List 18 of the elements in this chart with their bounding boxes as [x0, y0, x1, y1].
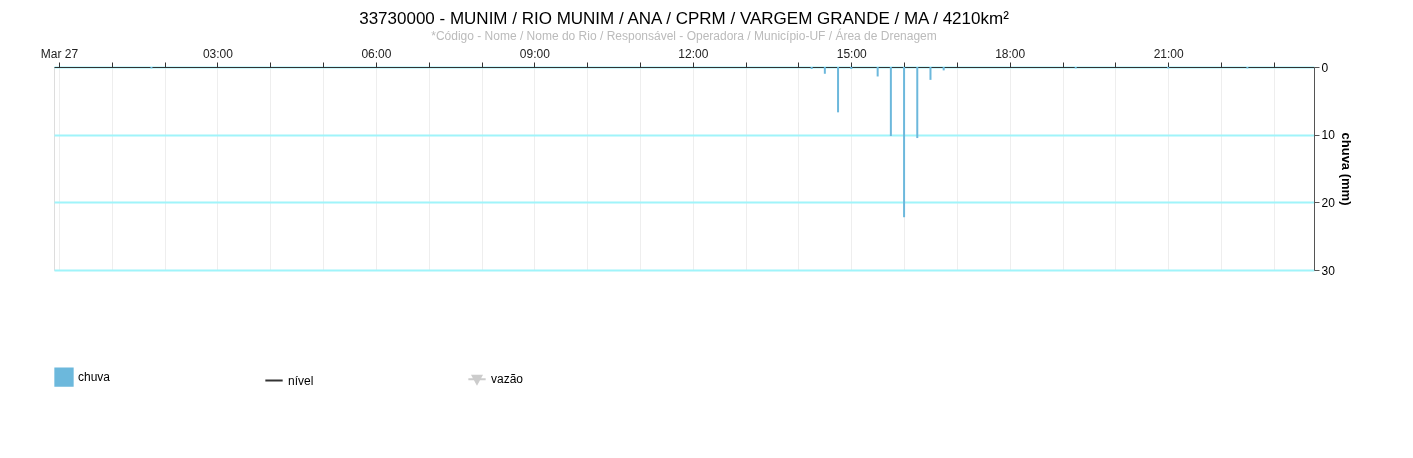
legend-label: chuva — [78, 370, 111, 385]
x-tick-label: 09:00 — [519, 46, 551, 61]
y-tick-label: 30 — [1321, 263, 1336, 278]
x-tick-label: 15:00 — [836, 46, 868, 61]
chart-title: 33730000 - MUNIM / RIO MUNIM / ANA / CPRM / VARGEM GRANDE / MA / 4210km² — [359, 9, 1010, 28]
x-tick-label: 21:00 — [1153, 46, 1184, 61]
y-tick-label: 0 — [1321, 60, 1329, 75]
legend-label: nível — [288, 373, 314, 388]
x-tick-label: 03:00 — [202, 46, 234, 61]
x-tick-label: 18:00 — [995, 46, 1026, 61]
chart-subtitle: *Código - Nome / Nome do Rio / Responsável - Operadora / Município-UF / Área de Drenagem — [431, 28, 937, 43]
x-tick-label: Mar 27 — [40, 46, 79, 61]
x-tick-label: 12:00 — [678, 46, 709, 61]
y-axis-title: chuva (mm) — [1338, 132, 1354, 206]
y-tick-label: 20 — [1321, 195, 1336, 210]
x-tick-label: 06:00 — [361, 46, 392, 61]
y-tick-label: 10 — [1321, 128, 1336, 143]
legend-label: vazão — [491, 372, 524, 387]
